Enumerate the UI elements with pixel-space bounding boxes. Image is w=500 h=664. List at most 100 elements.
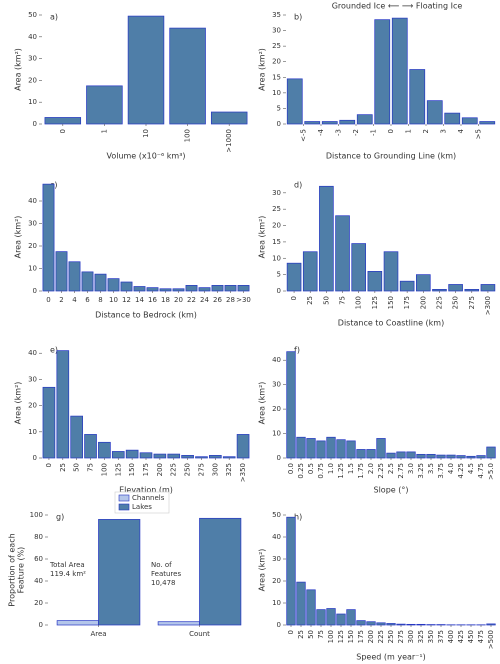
y-tick-label: 30 <box>272 381 281 389</box>
x-tick-label: 25 <box>297 630 305 639</box>
panel-label: a) <box>50 13 58 22</box>
x-tick-label: 12 <box>122 296 131 304</box>
bar <box>120 281 133 292</box>
bar <box>94 273 107 292</box>
x-tick-label: 3.25 <box>417 463 425 479</box>
x-tick-label: 175 <box>403 296 411 309</box>
x-axis-label: Volume (x10⁻⁶ km³) <box>106 152 185 161</box>
x-tick-label: 375 <box>437 630 445 643</box>
bar <box>351 243 366 292</box>
y-tick-label: 30 <box>272 189 281 197</box>
y-tick-label: 40 <box>34 577 43 585</box>
x-tick-label: 325 <box>225 463 233 476</box>
y-tick-label: 40 <box>28 33 37 41</box>
y-tick-label: 10 <box>272 89 281 97</box>
y-tick-label: 30 <box>272 27 281 35</box>
bar <box>319 185 334 292</box>
bar <box>296 436 306 459</box>
bar <box>236 434 250 459</box>
x-tick-label: 3 <box>440 129 448 133</box>
bar <box>286 351 296 459</box>
x-tick-label: 225 <box>435 296 443 309</box>
y-tick-label: 30 <box>272 555 281 563</box>
bar <box>86 85 123 125</box>
x-tick-label: 2 <box>422 129 430 133</box>
x-tick-label: 4 <box>457 128 465 133</box>
y-tick-label: 20 <box>28 242 37 250</box>
bar <box>56 620 99 626</box>
x-tick-label: 1 <box>100 129 108 133</box>
x-tick-label: 100 <box>100 463 108 476</box>
bar <box>396 451 406 459</box>
bar <box>306 438 316 459</box>
bar <box>237 285 250 292</box>
x-tick-label: 4.75 <box>477 463 485 479</box>
bar <box>56 350 70 459</box>
bar <box>436 454 446 459</box>
bar <box>376 438 386 459</box>
x-tick-label: 4 <box>72 296 77 304</box>
y-tick-label: 35 <box>272 11 281 19</box>
annotation: Grounded Ice ⟵ ⟶ Floating Ice <box>332 2 463 11</box>
bar <box>406 451 416 459</box>
x-tick-label: 100 <box>355 296 363 309</box>
bar <box>81 271 94 292</box>
y-axis-label: Area (km²) <box>14 48 23 91</box>
annotation: Total Area <box>49 561 85 569</box>
bar <box>42 386 56 459</box>
x-tick-label: 0 <box>387 129 395 133</box>
y-tick-label: 40 <box>272 533 281 541</box>
x-tick-label: 4.25 <box>457 463 465 479</box>
x-axis-label: Speed (m year⁻¹) <box>356 653 425 662</box>
bar <box>185 285 198 292</box>
bar <box>486 623 496 626</box>
bar <box>335 215 350 292</box>
x-tick-label: 75 <box>317 630 325 639</box>
bar <box>416 274 431 292</box>
y-axis-label: Feature (%) <box>17 547 26 594</box>
x-tick-label: 225 <box>170 463 178 476</box>
y-tick-label: 40 <box>272 356 281 364</box>
x-tick-label: Count <box>189 630 210 638</box>
bar <box>181 455 194 459</box>
x-tick-label: 22 <box>187 296 196 304</box>
x-tick-label: 150 <box>387 296 395 309</box>
bar <box>386 452 396 459</box>
y-tick-label: 80 <box>34 533 43 541</box>
x-tick-label: 200 <box>367 630 375 643</box>
y-tick-label: 0 <box>39 621 43 629</box>
x-axis-label: Slope (°) <box>374 486 409 495</box>
x-tick-label: 0.75 <box>317 463 325 479</box>
bar <box>296 581 306 626</box>
bar <box>316 440 326 459</box>
y-tick-label: 5 <box>277 104 281 112</box>
x-tick-label: -2 <box>352 129 360 136</box>
annotation: 10,478 <box>151 579 176 587</box>
x-tick-label: 250 <box>452 296 460 309</box>
annotation: No. of <box>151 561 172 569</box>
bar <box>376 622 386 626</box>
bar <box>446 454 456 459</box>
y-tick-label: 0 <box>277 287 281 295</box>
bar <box>432 289 447 292</box>
x-tick-label: 3.5 <box>427 463 435 474</box>
bar <box>111 451 125 459</box>
bar <box>346 609 356 626</box>
x-tick-label: 300 <box>211 463 219 476</box>
panel-label: g) <box>56 513 64 522</box>
x-axis-label: Elevation (m) <box>119 486 173 495</box>
x-tick-label: 1.75 <box>357 463 365 479</box>
y-tick-label: 20 <box>28 76 37 84</box>
y-axis-label: Area (km²) <box>258 549 267 592</box>
y-tick-label: 60 <box>34 555 43 563</box>
x-tick-label: 100 <box>327 630 335 643</box>
x-tick-label: 20 <box>174 296 183 304</box>
bar <box>286 78 303 125</box>
y-tick-label: 20 <box>272 577 281 585</box>
x-tick-label: 1.0 <box>327 463 335 474</box>
x-tick-label: 275 <box>468 296 476 309</box>
x-tick-label: 2.75 <box>397 463 405 479</box>
y-tick-label: 0 <box>33 287 37 295</box>
x-tick-label: 250 <box>387 630 395 643</box>
